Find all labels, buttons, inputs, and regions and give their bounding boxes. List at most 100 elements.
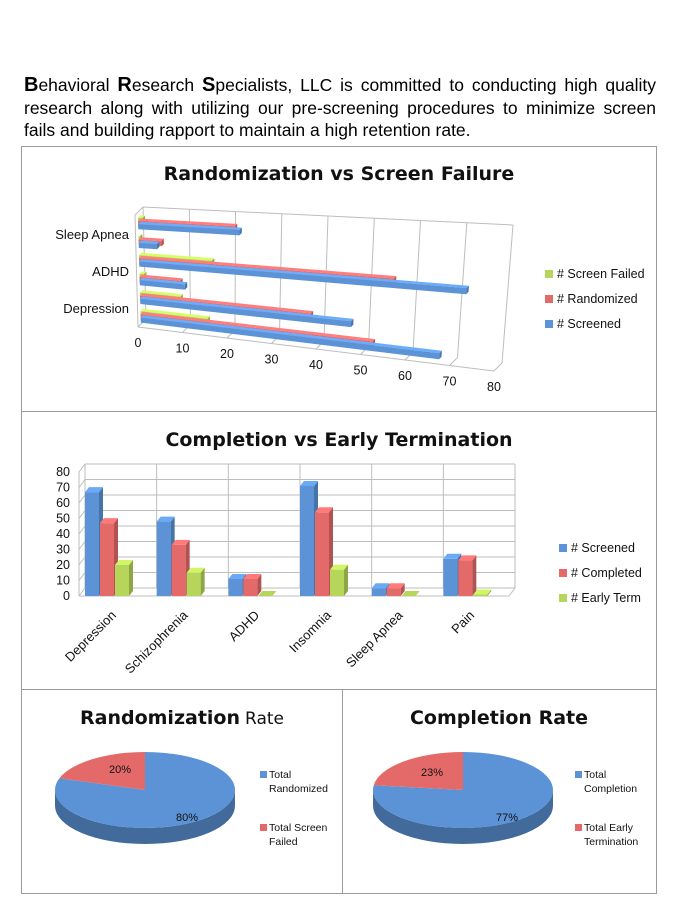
bar-side	[129, 560, 133, 596]
x-tick-label: 80	[487, 380, 501, 394]
bar-top	[171, 539, 190, 545]
legend-label: Total Randomized	[269, 769, 328, 795]
bar	[138, 224, 240, 236]
randomization-rate-pie: Randomization Rate 80% 20% Total Randomized T…	[55, 707, 328, 848]
category-label: Insomnia	[286, 607, 334, 655]
bar-end	[156, 241, 160, 250]
bar	[85, 492, 99, 596]
bar	[139, 261, 467, 295]
y-tick-label: 10	[56, 574, 70, 588]
legend-swatch	[559, 544, 567, 552]
bar-top	[115, 560, 133, 565]
gridline-side	[78, 541, 86, 550]
category-label: ADHD	[92, 264, 129, 279]
x-tick-label: 0	[135, 336, 142, 350]
bar-flat	[258, 591, 277, 596]
value-label: 23%	[421, 767, 443, 779]
bar-top	[138, 240, 160, 245]
gridline-side	[78, 479, 86, 488]
intro-paragraph: Behavioral Research Specialists, LLC is …	[24, 74, 656, 142]
bar-end	[161, 238, 164, 247]
bar-top	[140, 290, 183, 297]
legend-label: # Screened	[571, 541, 635, 555]
bar	[330, 569, 344, 596]
intro-word-2: esearch	[131, 75, 203, 95]
chart-title: Randomization Rate	[80, 707, 284, 729]
bar-top	[139, 259, 469, 289]
bar-top	[139, 274, 183, 281]
bar-side	[472, 555, 477, 596]
gridline-top	[134, 206, 514, 226]
bar	[115, 565, 129, 596]
y-tick-label: 60	[56, 496, 70, 510]
bar-end	[239, 227, 242, 236]
bar	[140, 298, 352, 328]
bar	[100, 523, 114, 596]
bar-side	[200, 567, 205, 596]
x-tick-label: 50	[354, 364, 368, 378]
bar	[371, 588, 386, 596]
x-tick-label: 20	[220, 347, 234, 361]
y-tick-label: 40	[56, 527, 70, 541]
bar-top	[140, 315, 442, 354]
legend-swatch	[545, 295, 553, 303]
intro-word-3: pecialists, LLC is committed to conducti…	[24, 75, 656, 140]
intro-initial-r: R	[117, 74, 132, 96]
y-tick-label: 50	[56, 512, 70, 526]
category-label: Pain	[448, 608, 477, 637]
legend-label: Total Completion	[584, 769, 637, 795]
gridline-x	[315, 215, 329, 350]
chart-title: Randomization vs Screen Failure	[164, 163, 515, 185]
gridline-side	[78, 510, 86, 519]
bar-top	[140, 308, 210, 319]
bar	[473, 594, 488, 596]
category-label: Depression	[62, 608, 119, 665]
bar-flat	[401, 591, 420, 596]
legend-label: # Screened	[557, 317, 621, 331]
bar	[171, 544, 186, 596]
bar-side	[344, 564, 348, 596]
x-tick-label: 30	[265, 353, 279, 367]
bar	[458, 560, 473, 596]
gridline-side	[78, 494, 86, 504]
category-label: Schizophrenia	[122, 607, 191, 676]
legend-swatch	[545, 270, 553, 278]
y-tick-label: 0	[63, 589, 70, 603]
bar	[315, 512, 329, 596]
y-tick-label: 20	[56, 558, 70, 572]
bar-top	[330, 564, 348, 570]
bar	[228, 578, 243, 596]
bar-top	[100, 518, 118, 524]
randomization-chart-panel: Randomization vs Screen Failure 0 10 20 30 4…	[21, 146, 657, 413]
bar-top	[138, 234, 143, 237]
bar	[443, 558, 458, 596]
randomization-chart: Randomization vs Screen Failure 0 10 20 30 4…	[55, 163, 644, 394]
completion-rate-pie: Completion Rate 77% 23% Total Completion Tot…	[373, 707, 638, 848]
gridline-side	[78, 463, 86, 473]
gridline-x	[493, 224, 514, 372]
bar	[386, 588, 401, 596]
legend-swatch	[575, 771, 582, 778]
pie-side	[55, 790, 235, 844]
bar	[300, 485, 314, 596]
bar	[156, 521, 171, 596]
bar-top	[473, 589, 492, 595]
gridline-left	[134, 214, 139, 328]
bar-top	[300, 480, 318, 486]
bar-end	[184, 282, 188, 290]
gridline-x	[271, 213, 283, 344]
gridline-side	[78, 525, 86, 535]
legend-label: Total Early Termination	[584, 822, 638, 848]
legend-swatch	[260, 771, 267, 778]
pie-slice	[373, 752, 463, 790]
x-tick-label: 40	[309, 358, 323, 372]
intro-initial-b: B	[24, 74, 39, 96]
bar-top	[443, 553, 462, 559]
legend-label: # Early Term	[571, 591, 641, 605]
chart-title: Completion Rate	[410, 707, 588, 729]
bar	[243, 578, 258, 596]
intro-initial-s: S	[202, 74, 216, 96]
completion-chart-panel: Completion vs Early Termination 0 10 20 30 4…	[21, 411, 657, 691]
x-tick-label: 60	[398, 369, 412, 383]
bar-top	[139, 271, 147, 275]
